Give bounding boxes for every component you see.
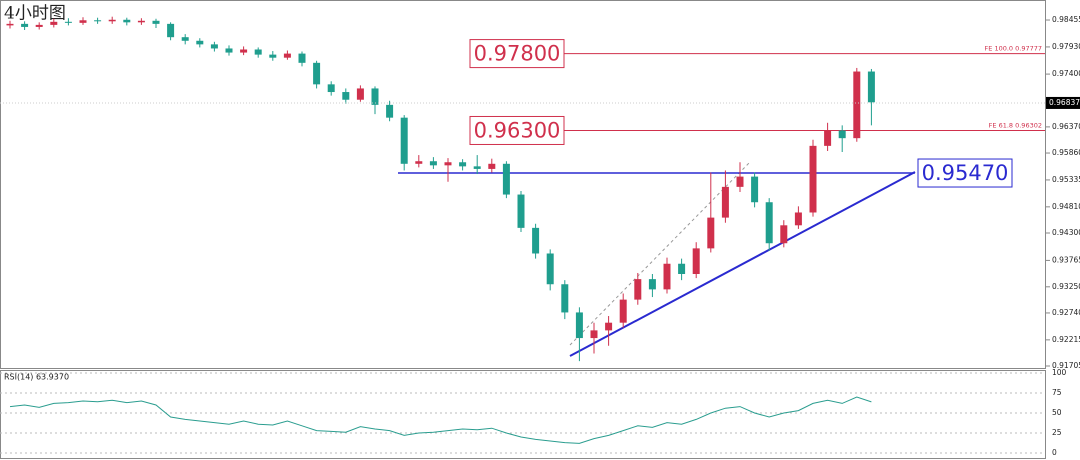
candle-body — [371, 88, 379, 105]
candle-body — [867, 71, 875, 103]
rsi-title: RSI(14) 63.9370 — [4, 373, 69, 382]
candle-body — [342, 92, 350, 100]
trend-line — [569, 171, 916, 357]
fe-label: FE 100.0 0.97777 — [985, 45, 1042, 53]
candle-body — [736, 176, 744, 187]
candle-body — [619, 299, 627, 323]
candle-body — [663, 263, 671, 290]
candle-body — [313, 62, 321, 85]
candle-body — [794, 212, 802, 226]
candle-body — [79, 20, 87, 23]
candle-body — [225, 48, 233, 53]
candle-body — [809, 145, 817, 213]
candle-body — [707, 217, 715, 249]
candle-body — [678, 263, 686, 274]
y-tick-label: 0.94810 — [1052, 202, 1080, 211]
candle-body — [824, 130, 832, 146]
candle-body — [108, 19, 116, 22]
candle-body — [94, 20, 102, 22]
y-tick-label: 0.92215 — [1052, 335, 1080, 344]
rsi-line — [9, 396, 872, 444]
candle-body — [838, 130, 846, 139]
candle-body — [298, 53, 306, 63]
y-tick-label: 0.95860 — [1052, 148, 1080, 157]
candle-body — [429, 161, 437, 166]
level-box — [469, 39, 565, 69]
y-tick-label: 100 — [1052, 368, 1067, 377]
y-tick-label: 0.97400 — [1052, 69, 1080, 78]
level-label: 0.97800 — [474, 42, 561, 66]
candle-body — [575, 312, 583, 339]
candle-body — [6, 23, 14, 26]
y-tick-label: 0.98455 — [1052, 15, 1080, 24]
candle-body — [532, 227, 540, 254]
candle-body — [137, 20, 145, 23]
y-tick-label: 0 — [1052, 448, 1057, 457]
y-tick-label: 0.93250 — [1052, 282, 1080, 291]
y-tick-label: 0.96370 — [1052, 122, 1080, 131]
candle-body — [386, 104, 394, 118]
y-tick-label: 0.91705 — [1052, 361, 1080, 370]
candle-body — [444, 162, 452, 166]
y-tick-label: 0.95335 — [1052, 175, 1080, 184]
candle-body — [459, 162, 467, 167]
candle-body — [561, 284, 569, 313]
y-tick-label: 75 — [1052, 388, 1062, 397]
candle-body — [152, 20, 160, 24]
candle-body — [356, 88, 364, 100]
candle-body — [605, 322, 613, 331]
candle-body — [35, 24, 43, 27]
candle-body — [415, 161, 423, 164]
candle-body — [634, 279, 642, 300]
y-tick-label: 0.94300 — [1052, 228, 1080, 237]
candle-body — [283, 53, 291, 58]
candle-body — [21, 23, 29, 27]
level-box — [469, 115, 565, 145]
current-price-box — [1046, 96, 1080, 109]
y-tick-label: 0.92740 — [1052, 308, 1080, 317]
rsi-frame — [0, 370, 1046, 459]
candle-body — [254, 49, 262, 55]
candle-body — [167, 23, 175, 38]
candle-body — [648, 279, 656, 290]
candle-body — [473, 166, 481, 169]
candle-body — [240, 49, 248, 53]
level-box — [917, 158, 1013, 188]
candle-body — [502, 163, 510, 195]
level-label: 0.96300 — [474, 118, 561, 142]
candle-body — [546, 253, 554, 285]
candle-body — [517, 194, 525, 228]
candle-body — [64, 21, 72, 23]
candle-body — [488, 163, 496, 169]
current-price-label: 0.96837 — [1049, 98, 1080, 107]
candle-body — [327, 84, 335, 93]
candle-body — [210, 44, 218, 49]
candle-body — [590, 330, 598, 339]
candle-body — [765, 202, 773, 244]
candle-body — [123, 19, 131, 23]
candle-body — [50, 21, 58, 25]
main-frame — [0, 0, 1046, 369]
y-tick-label: 0.97930 — [1052, 42, 1080, 51]
candle-body — [400, 117, 408, 164]
candle-body — [751, 176, 759, 203]
candle-body — [721, 186, 729, 218]
y-tick-label: 0.93765 — [1052, 255, 1080, 264]
candle-body — [181, 37, 189, 41]
level-label: 0.95470 — [922, 161, 1009, 185]
y-tick-label: 50 — [1052, 408, 1062, 417]
fib-line — [569, 161, 751, 346]
candle-body — [853, 71, 861, 139]
candle-body — [269, 54, 277, 58]
fe-label: FE 61.8 0.96302 — [989, 121, 1042, 129]
candle-body — [780, 225, 788, 244]
candle-body — [196, 40, 204, 45]
candle-body — [692, 248, 700, 274]
y-tick-label: 25 — [1052, 428, 1062, 437]
chart-title: 4小时图 — [4, 4, 66, 24]
